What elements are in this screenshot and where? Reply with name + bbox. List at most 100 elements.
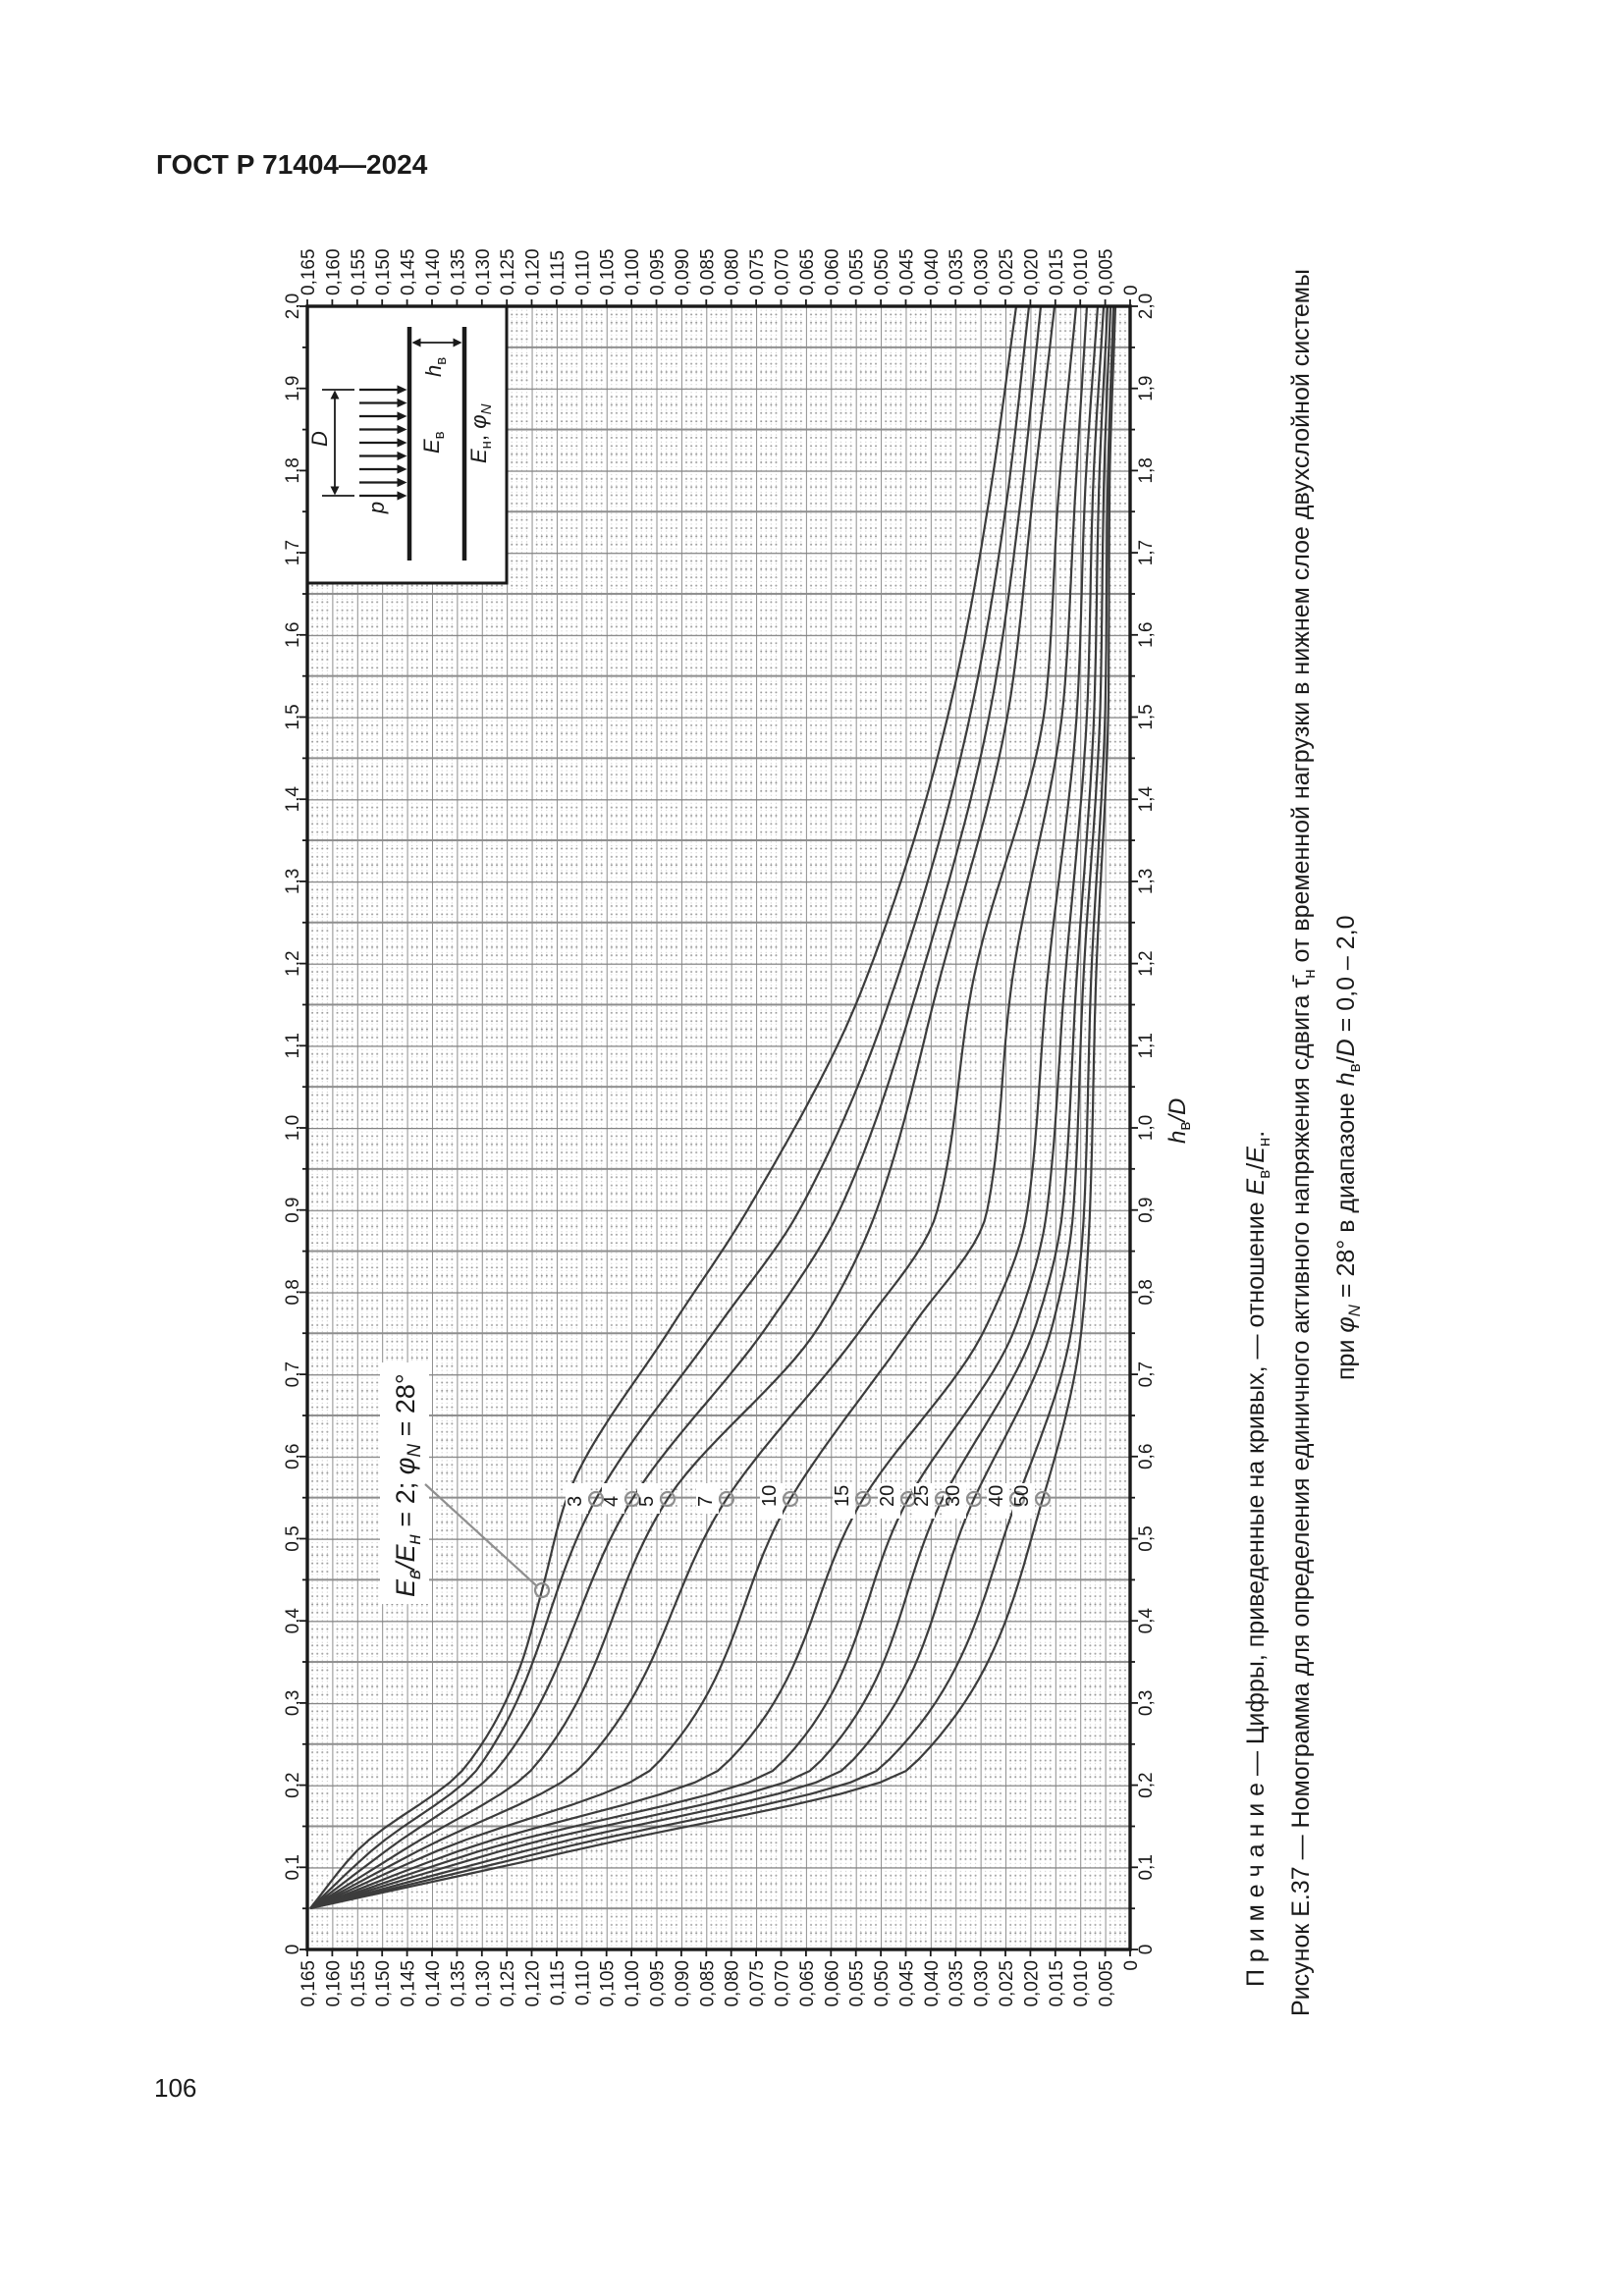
svg-text:1,4: 1,4 — [283, 786, 303, 813]
svg-text:0,135: 0,135 — [448, 248, 468, 295]
svg-text:1,9: 1,9 — [283, 375, 303, 400]
svg-text:1,3: 1,3 — [1136, 869, 1157, 894]
svg-text:0,165: 0,165 — [298, 1960, 319, 2007]
svg-text:0,4: 0,4 — [1136, 1608, 1157, 1634]
svg-text:0,2: 0,2 — [283, 1772, 303, 1797]
svg-text:0,025: 0,025 — [997, 1960, 1017, 2007]
svg-text:0,050: 0,050 — [872, 1960, 893, 2007]
svg-text:Eв/Eн = 2; φN = 28°: Eв/Eн = 2; φN = 28° — [391, 1373, 425, 1597]
svg-text:Eн, φN: Eн, φN — [466, 403, 495, 463]
svg-text:0,020: 0,020 — [1021, 1960, 1042, 2007]
svg-text:1,4: 1,4 — [1136, 786, 1157, 813]
svg-text:0,025: 0,025 — [997, 248, 1017, 295]
svg-text:0,9: 0,9 — [1136, 1197, 1157, 1222]
svg-text:0,120: 0,120 — [523, 248, 544, 295]
svg-text:D: D — [307, 431, 332, 447]
svg-text:0,7: 0,7 — [283, 1362, 303, 1387]
svg-text:0,7: 0,7 — [1136, 1362, 1157, 1387]
svg-text:0,125: 0,125 — [498, 248, 518, 295]
svg-text:1,7: 1,7 — [1136, 540, 1157, 565]
svg-text:0,135: 0,135 — [448, 1960, 468, 2007]
svg-text:0,055: 0,055 — [847, 1960, 868, 2007]
svg-text:2,0: 2,0 — [283, 294, 303, 319]
svg-text:1,1: 1,1 — [1136, 1033, 1157, 1058]
svg-text:0,065: 0,065 — [797, 1960, 818, 2007]
svg-text:0: 0 — [1136, 1945, 1157, 1955]
svg-text:0,070: 0,070 — [773, 248, 793, 295]
svg-text:0,6: 0,6 — [1136, 1444, 1157, 1469]
svg-text:0,1: 0,1 — [283, 1854, 303, 1880]
svg-text:1,2: 1,2 — [1136, 950, 1157, 976]
svg-text:0,015: 0,015 — [1047, 248, 1067, 295]
svg-text:при φN = 28° в диапазоне hв/D: при φN = 28° в диапазоне hв/D = 0,0 – 2,… — [1332, 915, 1364, 1380]
svg-text:0,3: 0,3 — [1136, 1690, 1157, 1716]
svg-text:1,6: 1,6 — [1136, 622, 1157, 648]
svg-text:0,085: 0,085 — [697, 248, 718, 295]
svg-text:1,0: 1,0 — [1136, 1115, 1157, 1141]
svg-text:0,035: 0,035 — [947, 248, 967, 295]
svg-text:1,5: 1,5 — [283, 704, 303, 729]
svg-text:0,130: 0,130 — [473, 1960, 494, 2007]
svg-text:0,150: 0,150 — [373, 1960, 394, 2007]
svg-text:0,085: 0,085 — [697, 1960, 718, 2007]
svg-text:П р и м е ч а н и е — Цифры, п: П р и м е ч а н и е — Цифры, приведенные… — [1242, 1131, 1273, 1987]
svg-text:0,140: 0,140 — [423, 1960, 444, 2007]
svg-text:0,030: 0,030 — [972, 248, 993, 295]
svg-text:0,5: 0,5 — [1136, 1525, 1157, 1551]
svg-text:1,2: 1,2 — [283, 950, 303, 976]
svg-text:106: 106 — [154, 2073, 196, 2103]
svg-text:hв/D: hв/D — [1164, 1098, 1194, 1144]
svg-text:0,075: 0,075 — [747, 248, 768, 295]
svg-text:0,010: 0,010 — [1071, 1960, 1092, 2007]
svg-text:1,1: 1,1 — [283, 1033, 303, 1058]
svg-text:0,045: 0,045 — [897, 1960, 918, 2007]
svg-text:50: 50 — [1011, 1485, 1033, 1507]
svg-text:0,145: 0,145 — [399, 1960, 419, 2007]
svg-text:0,1: 0,1 — [1136, 1854, 1157, 1880]
svg-text:25: 25 — [911, 1485, 933, 1507]
svg-text:0,155: 0,155 — [349, 248, 369, 295]
svg-text:0,165: 0,165 — [298, 248, 319, 295]
svg-text:0,110: 0,110 — [572, 1960, 593, 2005]
svg-text:10: 10 — [759, 1485, 781, 1507]
svg-text:3: 3 — [565, 1496, 586, 1507]
svg-text:1,7: 1,7 — [283, 540, 303, 565]
svg-text:0,150: 0,150 — [373, 248, 394, 295]
svg-text:5: 5 — [636, 1496, 658, 1507]
svg-text:0,095: 0,095 — [648, 1960, 669, 2007]
svg-text:0,3: 0,3 — [283, 1690, 303, 1716]
svg-text:0,155: 0,155 — [349, 1960, 369, 2007]
svg-text:0,040: 0,040 — [922, 248, 943, 295]
svg-text:0,110: 0,110 — [572, 250, 593, 295]
svg-text:0,140: 0,140 — [423, 248, 444, 295]
svg-text:1,3: 1,3 — [283, 869, 303, 894]
svg-text:0,125: 0,125 — [498, 1960, 518, 2007]
svg-text:0,160: 0,160 — [323, 1960, 344, 2007]
svg-text:0,005: 0,005 — [1097, 248, 1117, 295]
svg-text:2,0: 2,0 — [1136, 294, 1157, 319]
svg-text:0,105: 0,105 — [598, 248, 619, 295]
svg-text:0,065: 0,065 — [797, 248, 818, 295]
svg-text:20: 20 — [877, 1485, 898, 1507]
svg-text:1,9: 1,9 — [1136, 375, 1157, 400]
svg-text:0,045: 0,045 — [897, 248, 918, 295]
svg-text:0,020: 0,020 — [1021, 248, 1042, 295]
svg-text:0,070: 0,070 — [773, 1960, 793, 2007]
svg-text:1,5: 1,5 — [1136, 704, 1157, 729]
svg-text:0,6: 0,6 — [283, 1444, 303, 1469]
svg-text:0,055: 0,055 — [847, 248, 868, 295]
svg-text:4: 4 — [601, 1496, 623, 1507]
svg-text:0,090: 0,090 — [673, 248, 693, 295]
svg-text:1,8: 1,8 — [283, 457, 303, 483]
svg-text:0,095: 0,095 — [648, 248, 669, 295]
svg-text:30: 30 — [943, 1485, 964, 1507]
svg-text:1,0: 1,0 — [283, 1115, 303, 1141]
svg-text:0,2: 0,2 — [1136, 1772, 1157, 1797]
svg-text:0: 0 — [1121, 1960, 1142, 1971]
svg-text:0,080: 0,080 — [723, 248, 743, 295]
svg-text:0,040: 0,040 — [922, 1960, 943, 2007]
svg-text:0,035: 0,035 — [947, 1960, 967, 2007]
svg-text:ГОСТ Р 71404—2024: ГОСТ Р 71404—2024 — [156, 149, 428, 180]
svg-text:0,105: 0,105 — [598, 1960, 619, 2007]
svg-text:0,115: 0,115 — [548, 250, 568, 295]
